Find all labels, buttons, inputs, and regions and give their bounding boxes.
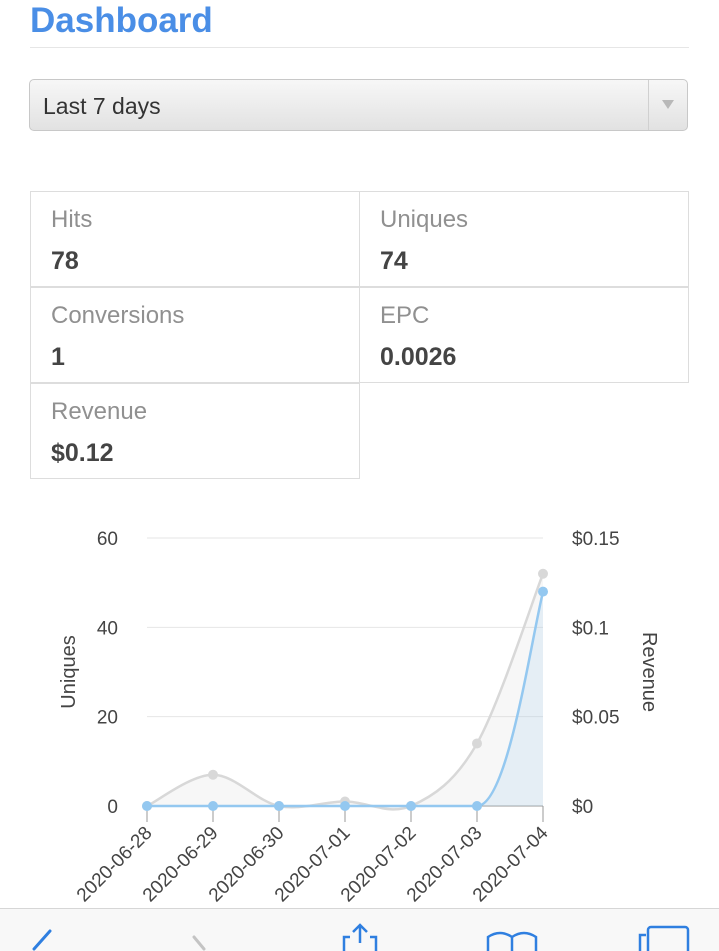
revenue-point [538, 586, 548, 597]
revenue-line [147, 591, 545, 808]
title-divider [30, 47, 689, 48]
stat-label: EPC [380, 302, 430, 329]
uniques-point [538, 568, 548, 579]
browser-toolbar [0, 908, 719, 951]
bookmarks-icon[interactable] [486, 931, 538, 951]
revenue-point [340, 801, 350, 811]
right-axis-tick-label: $0.15 [572, 529, 620, 550]
stat-value: $0.12 [51, 439, 114, 467]
stat-value: 78 [51, 247, 79, 275]
revenue-point [406, 801, 416, 811]
left-axis-title: Uniques [58, 635, 80, 708]
left-axis-tick-label: 0 [107, 797, 118, 818]
uniques-point [472, 738, 482, 749]
left-axis-tick-label: 60 [97, 529, 118, 550]
tabs-icon[interactable] [638, 925, 692, 951]
stat-label: Hits [51, 206, 93, 233]
page-title: Dashboard [30, 1, 213, 40]
share-icon[interactable] [340, 923, 380, 951]
stat-value: 1 [51, 343, 65, 371]
stat-conversions: Conversions 1 [30, 287, 360, 383]
revenue-point [142, 801, 152, 811]
revenue-point [472, 801, 482, 811]
back-icon[interactable] [28, 929, 54, 951]
uniques-area [147, 573, 543, 810]
forward-icon[interactable] [190, 935, 210, 951]
stat-label: Uniques [380, 206, 469, 233]
right-axis-tick-label: $0.1 [572, 618, 609, 639]
stat-value: 74 [380, 247, 408, 275]
dropdown-arrow-icon[interactable] [648, 80, 687, 130]
revenue-point [274, 801, 284, 811]
date-range-value: Last 7 days [43, 93, 161, 119]
stat-label: Conversions [51, 302, 185, 329]
stat-uniques: Uniques 74 [359, 191, 689, 287]
revenue-area [147, 591, 543, 806]
right-axis-title: Revenue [638, 632, 660, 712]
stat-value: 0.0026 [380, 343, 457, 371]
revenue-point [208, 801, 218, 811]
stat-epc: EPC 0.0026 [359, 287, 689, 383]
right-axis-tick-label: $0 [572, 797, 593, 818]
uniques-point [208, 769, 218, 780]
left-axis-tick-label: 40 [97, 618, 118, 639]
left-axis-tick-label: 20 [97, 708, 118, 729]
stat-revenue: Revenue $0.12 [30, 383, 360, 479]
stat-hits: Hits 78 [30, 191, 360, 287]
date-range-select[interactable]: Last 7 days [29, 79, 688, 131]
right-axis-tick-label: $0.05 [572, 708, 620, 729]
stat-label: Revenue [51, 398, 148, 425]
